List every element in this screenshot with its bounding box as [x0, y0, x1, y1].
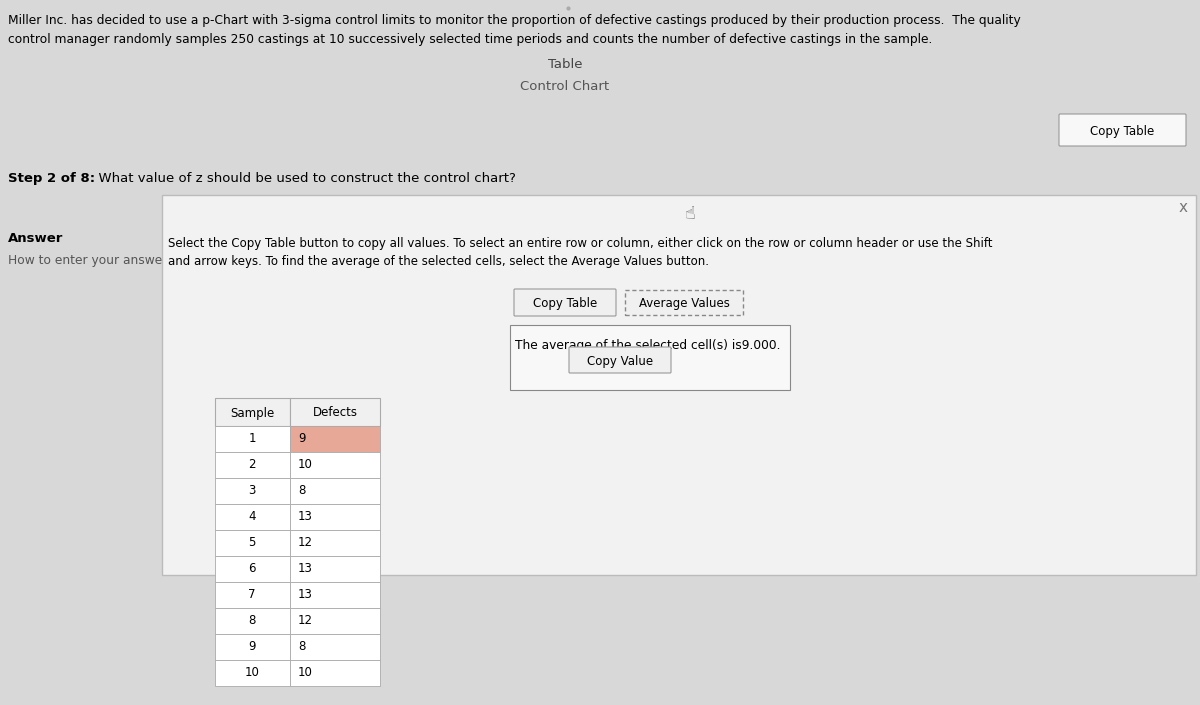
FancyBboxPatch shape — [215, 582, 290, 608]
Text: 5: 5 — [248, 537, 256, 549]
Text: 12: 12 — [298, 537, 313, 549]
Text: Sample: Sample — [230, 407, 274, 419]
FancyBboxPatch shape — [290, 478, 380, 504]
FancyBboxPatch shape — [290, 608, 380, 634]
FancyBboxPatch shape — [215, 634, 290, 660]
FancyBboxPatch shape — [290, 504, 380, 530]
Text: 8: 8 — [298, 641, 305, 654]
FancyBboxPatch shape — [290, 426, 380, 452]
Text: 3: 3 — [248, 484, 256, 498]
Text: 9: 9 — [298, 432, 306, 446]
FancyBboxPatch shape — [625, 290, 743, 315]
Text: 8: 8 — [248, 615, 256, 627]
Text: Step 2 of 8:: Step 2 of 8: — [8, 172, 95, 185]
Text: 9: 9 — [248, 641, 256, 654]
Text: Select the Copy Table button to copy all values. To select an entire row or colu: Select the Copy Table button to copy all… — [168, 237, 992, 250]
FancyBboxPatch shape — [215, 556, 290, 582]
FancyBboxPatch shape — [290, 452, 380, 478]
FancyBboxPatch shape — [162, 195, 1196, 575]
Text: How to enter your answe: How to enter your answe — [8, 254, 162, 267]
Text: 7: 7 — [248, 589, 256, 601]
Text: Control Chart: Control Chart — [521, 80, 610, 93]
FancyBboxPatch shape — [290, 634, 380, 660]
Text: What value of z should be used to construct the control chart?: What value of z should be used to constr… — [90, 172, 516, 185]
Text: control manager randomly samples 250 castings at 10 successively selected time p: control manager randomly samples 250 cas… — [8, 33, 932, 46]
Text: 13: 13 — [298, 510, 313, 524]
FancyBboxPatch shape — [290, 556, 380, 582]
FancyBboxPatch shape — [215, 660, 290, 686]
FancyBboxPatch shape — [215, 530, 290, 556]
Text: Copy Value: Copy Value — [587, 355, 653, 369]
FancyBboxPatch shape — [215, 426, 290, 452]
Text: Table: Table — [547, 58, 582, 71]
FancyBboxPatch shape — [290, 530, 380, 556]
FancyBboxPatch shape — [215, 452, 290, 478]
Text: 12: 12 — [298, 615, 313, 627]
Text: 2: 2 — [248, 458, 256, 472]
FancyBboxPatch shape — [215, 478, 290, 504]
Text: Answer: Answer — [8, 232, 64, 245]
Text: Average Values: Average Values — [638, 298, 730, 310]
Text: 1: 1 — [248, 432, 256, 446]
Text: 13: 13 — [298, 589, 313, 601]
FancyBboxPatch shape — [290, 398, 380, 426]
FancyBboxPatch shape — [514, 289, 616, 316]
Text: 8: 8 — [298, 484, 305, 498]
Text: 10: 10 — [298, 458, 313, 472]
Text: Defects: Defects — [312, 407, 358, 419]
Text: Copy Table: Copy Table — [533, 298, 598, 310]
Text: 13: 13 — [298, 563, 313, 575]
Text: Miller Inc. has decided to use a p-Chart with 3-sigma control limits to monitor : Miller Inc. has decided to use a p-Chart… — [8, 14, 1021, 27]
FancyBboxPatch shape — [215, 608, 290, 634]
Text: Copy Table: Copy Table — [1090, 125, 1154, 138]
Text: 6: 6 — [248, 563, 256, 575]
Text: and arrow keys. To find the average of the selected cells, select the Average Va: and arrow keys. To find the average of t… — [168, 255, 709, 268]
Text: 10: 10 — [245, 666, 259, 680]
Text: The average of the selected cell(s) is9.000.: The average of the selected cell(s) is9.… — [515, 339, 780, 352]
FancyBboxPatch shape — [1060, 114, 1186, 146]
FancyBboxPatch shape — [569, 347, 671, 373]
FancyBboxPatch shape — [510, 325, 790, 390]
Text: 10: 10 — [298, 666, 313, 680]
FancyBboxPatch shape — [290, 582, 380, 608]
Text: ☝: ☝ — [684, 205, 696, 223]
Text: 4: 4 — [248, 510, 256, 524]
FancyBboxPatch shape — [290, 660, 380, 686]
FancyBboxPatch shape — [215, 504, 290, 530]
FancyBboxPatch shape — [215, 398, 290, 426]
Text: x: x — [1178, 200, 1188, 215]
